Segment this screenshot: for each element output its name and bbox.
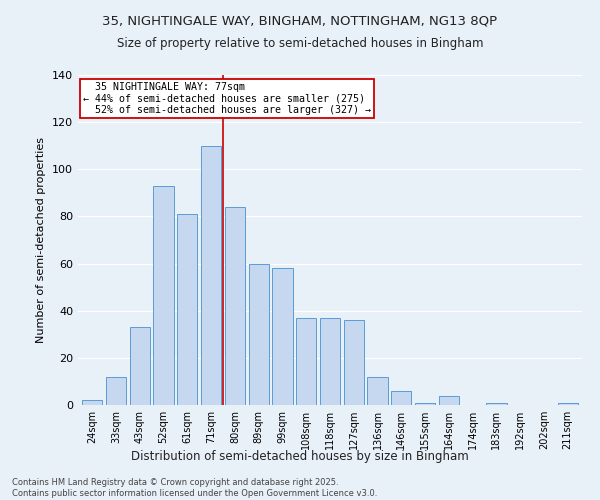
Bar: [130, 327, 150, 405]
Text: Contains HM Land Registry data © Crown copyright and database right 2025.
Contai: Contains HM Land Registry data © Crown c…: [12, 478, 377, 498]
Bar: [344, 320, 364, 405]
Bar: [391, 391, 412, 405]
Bar: [106, 376, 126, 405]
Bar: [82, 400, 103, 405]
Text: Size of property relative to semi-detached houses in Bingham: Size of property relative to semi-detach…: [117, 38, 483, 51]
Bar: [201, 146, 221, 405]
Bar: [296, 318, 316, 405]
Y-axis label: Number of semi-detached properties: Number of semi-detached properties: [37, 137, 46, 343]
Bar: [415, 402, 435, 405]
Bar: [177, 214, 197, 405]
Bar: [154, 186, 173, 405]
Bar: [439, 396, 459, 405]
Bar: [272, 268, 293, 405]
Bar: [557, 402, 578, 405]
Bar: [367, 376, 388, 405]
Bar: [487, 402, 506, 405]
Text: Distribution of semi-detached houses by size in Bingham: Distribution of semi-detached houses by …: [131, 450, 469, 463]
Bar: [225, 207, 245, 405]
Bar: [320, 318, 340, 405]
Text: 35, NIGHTINGALE WAY, BINGHAM, NOTTINGHAM, NG13 8QP: 35, NIGHTINGALE WAY, BINGHAM, NOTTINGHAM…: [103, 15, 497, 28]
Bar: [248, 264, 269, 405]
Text: 35 NIGHTINGALE WAY: 77sqm
← 44% of semi-detached houses are smaller (275)
  52% : 35 NIGHTINGALE WAY: 77sqm ← 44% of semi-…: [83, 82, 371, 115]
